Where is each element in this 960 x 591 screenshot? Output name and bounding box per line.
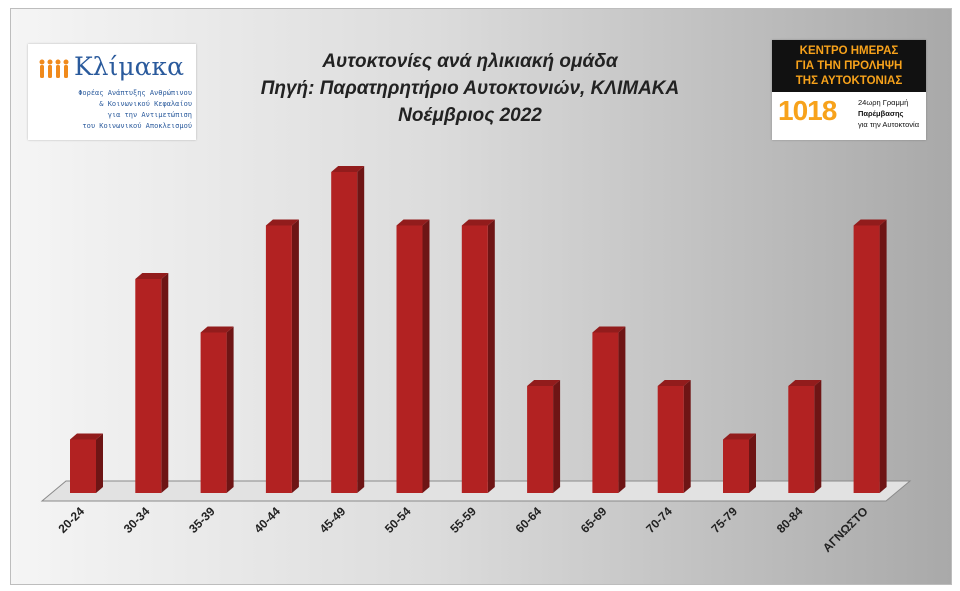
bar-front [853,225,880,493]
bar-front [396,225,423,493]
x-tick-label: ΑΓΝΩΣΤΟ [820,504,871,555]
header-line-1: ΚΕΝΤΡΟ ΗΜΕΡΑΣ [799,45,899,57]
klimaka-tagline: Φορέας Ανάπτυξης Ανθρώπινου & Κοινωνικού… [34,88,192,132]
bar-side [683,380,691,493]
bar-top [527,380,561,386]
bar-top [461,219,495,226]
bar-80-84 [788,380,822,493]
chart-title-line-1: Αυτοκτονίες ανά ηλικιακή ομάδα [322,51,618,72]
bar-side [618,326,626,493]
bar-front [592,332,619,493]
bar-side [226,326,234,493]
bar-side [879,219,887,493]
bar-top [200,326,234,333]
bar-side [553,380,561,493]
hotline-line-2: Παρέμβασης [858,109,904,118]
x-tick-label: 65-69 [578,504,610,536]
bar-top [657,380,691,386]
bar-front [70,439,96,493]
bar-35-39 [200,326,234,493]
header-line-2: ΓΙΑ ΤΗΝ ΠΡΟΛΗΨΗ [795,60,903,72]
x-tick-label: 40-44 [251,504,283,536]
x-tick-label: 55-59 [447,504,479,536]
prevention-center-header: ΚΕΝΤΡΟ ΗΜΕΡΑΣ ΓΙΑ ΤΗΝ ΠΡΟΛΗΨΗ ΤΗΣ ΑΥΤΟΚΤ… [772,40,926,92]
hotline-description: 24ωρη Γραμμή Παρέμβασης για την Αυτοκτον… [858,97,919,130]
bar-side [161,273,169,493]
bar-top [265,219,299,226]
bar-front [200,332,227,493]
prevention-center-logo: ΚΕΝΤΡΟ ΗΜΕΡΑΣ ΓΙΑ ΤΗΝ ΠΡΟΛΗΨΗ ΤΗΣ ΑΥΤΟΚΤ… [772,40,926,140]
bar-55-59 [461,219,495,493]
bar-top [592,326,626,333]
bar-40-44 [265,219,299,493]
chart-title: Αυτοκτονίες ανά ηλικιακή ομάδα Πηγή: Παρ… [250,48,690,129]
chart-title-line-3: Νοέμβριος 2022 [398,105,542,126]
bar-front [723,439,749,493]
x-tick-label: 20-24 [56,504,88,536]
tagline-line-4: του Κοινωνικού Αποκλεισμού [82,122,192,130]
bar-side [96,433,103,493]
hotline-line-1: 24ωρη Γραμμή [858,98,909,107]
x-tick-label: 50-54 [382,504,414,536]
klimaka-logo: Κλίμακα Φορέας Ανάπτυξης Ανθρώπινου & Κο… [28,44,196,140]
tagline-line-2: & Κοινωνικού Κεφαλαίου [99,100,192,108]
klimaka-brand-name: Κλίμακα [74,52,184,81]
bar-20-24 [70,433,103,493]
bar-front [461,225,488,493]
bar-50-54 [396,219,430,493]
x-tick-label: 35-39 [186,504,218,536]
tagline-line-3: για την Αντιμετώπιση [107,111,192,119]
bar-side [422,219,430,493]
bar-45-49 [331,166,365,493]
bar-side [814,380,822,493]
bar-top [396,219,430,226]
bar-front [265,225,292,493]
hotline-line-3: για την Αυτοκτονία [858,120,920,129]
header-line-3: ΤΗΣ ΑΥΤΟΚΤΟΝΙΑΣ [795,75,903,87]
bar-side [291,219,299,493]
bar-side [749,433,756,493]
bar-top [723,433,756,440]
bar-65-69 [592,326,626,493]
x-tick-label: 30-34 [121,504,153,536]
x-tick-label: 75-79 [709,504,741,536]
hotline-number: 1018 [778,95,837,126]
bar-top [331,166,365,172]
bar-front [527,386,554,493]
people-figures-icon [39,59,69,78]
bar-top [853,219,887,226]
bar-top [70,433,103,440]
bar-ΑΓΝΩΣΤΟ [853,219,887,493]
x-tick-label: 80-84 [774,504,806,536]
bar-front [331,172,358,493]
x-tick-label: 70-74 [643,504,675,536]
chart-title-line-2: Πηγή: Παρατηρητήριο Αυτοκτονιών, ΚΛΙΜΑΚΑ [260,78,680,99]
bar-30-34 [135,273,169,493]
bar-top [788,380,822,386]
bar-75-79 [723,433,756,493]
bar-70-74 [657,380,691,493]
bar-front [135,279,162,493]
bar-front [657,386,684,493]
bar-side [487,219,495,493]
bar-side [357,166,365,493]
bar-front [788,386,815,493]
tagline-line-1: Φορέας Ανάπτυξης Ανθρώπινου [78,89,192,97]
bar-60-64 [527,380,561,493]
bar-top [135,273,169,279]
x-tick-label: 60-64 [513,504,545,536]
x-tick-label: 45-49 [317,504,349,536]
